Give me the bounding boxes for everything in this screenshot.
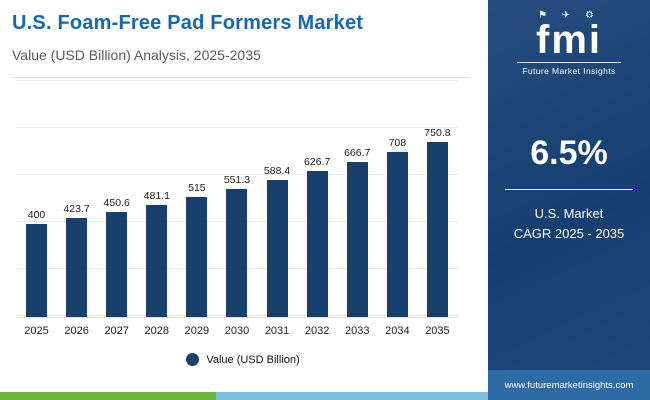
- bar-column: 551.3: [220, 174, 253, 317]
- x-axis-label: 2030: [224, 325, 250, 337]
- bar-value-label: 400: [27, 209, 46, 221]
- bar-column: 708: [381, 137, 414, 317]
- bar-value-label: 551.3: [223, 174, 251, 186]
- bar-column: 750.8: [421, 127, 454, 317]
- x-axis-label: 2026: [64, 325, 89, 337]
- bar-value-label: 450.6: [103, 197, 130, 209]
- bar-column: 588.4: [261, 165, 294, 317]
- logo-icons: ⚑ ✈ ⚙: [538, 10, 600, 21]
- bar-column: 450.6: [100, 197, 133, 317]
- x-axis-label: 2028: [144, 325, 170, 337]
- bar: [66, 218, 88, 317]
- bar-value-label: 666.7: [344, 147, 371, 159]
- cagr-label-line1: U.S. Market: [534, 206, 604, 221]
- legend-label: Value (USD Billion): [206, 353, 300, 366]
- bar: [306, 171, 328, 317]
- x-axis-label: 2032: [304, 325, 330, 337]
- bar-value-label: 423.7: [63, 203, 90, 215]
- chart-subtitle: Value (USD Billion) Analysis, 2025-2035: [12, 47, 261, 63]
- x-axis: 2025 2026 2027 2028 2029 2030 2031 2032 2033 2034…: [16, 325, 458, 337]
- bar: [346, 162, 368, 317]
- bar: [266, 180, 288, 317]
- bar-value-label: 515: [188, 182, 206, 194]
- page-title: U.S. Foam-Free Pad Formers Market: [12, 12, 364, 34]
- logo-rule: [517, 62, 621, 63]
- website-link[interactable]: www.futuremarketinsights.com: [504, 379, 634, 391]
- bar-column: 481.1: [140, 190, 173, 317]
- logo-wordmark: fmi: [536, 18, 602, 62]
- bar-value-label: 708: [388, 137, 407, 149]
- bar-chart: 400 423.7 450.6 481.1 515 551.3 588.4 626.7 666.…: [16, 80, 458, 337]
- bar-value-label: 481.1: [143, 190, 170, 202]
- bar: [106, 212, 128, 317]
- x-axis-label: 2035: [425, 325, 450, 337]
- fmi-logo: ⚑ ✈ ⚙ fmi Future Market Insights: [517, 10, 621, 76]
- x-axis-label: 2033: [345, 325, 370, 337]
- x-axis-label: 2027: [104, 325, 129, 337]
- legend-marker-icon: [186, 353, 200, 366]
- cagr-label-line2: CAGR 2025 - 2035: [513, 226, 625, 242]
- bar-column: 666.7: [341, 147, 374, 317]
- x-axis-label: 2034: [385, 325, 410, 337]
- bar-value-label: 750.8: [424, 127, 451, 139]
- x-axis-label: 2025: [24, 325, 49, 337]
- lightblue-strip: [216, 392, 488, 400]
- bar: [386, 152, 408, 317]
- chart-legend: Value (USD Billion): [12, 353, 474, 366]
- bar: [186, 197, 208, 317]
- cagr-value: 6.5%: [530, 134, 608, 172]
- bar-column: 400: [20, 209, 53, 317]
- bar-value-label: 588.4: [263, 165, 291, 177]
- bar: [226, 189, 248, 317]
- bar-column: 423.7: [60, 203, 93, 317]
- divider: [12, 77, 470, 78]
- bar: [426, 142, 448, 317]
- bar: [146, 205, 168, 317]
- bar-column: 515: [180, 182, 213, 317]
- website-bar: www.futuremarketinsights.com: [488, 370, 650, 400]
- panel-divider: [505, 189, 633, 190]
- bottom-color-strips: [0, 392, 488, 400]
- plot-area: 400 423.7 450.6 481.1 515 551.3 588.4 626.7 666.…: [16, 80, 458, 318]
- bar-column: 626.7: [301, 156, 334, 317]
- x-axis-label: 2031: [264, 325, 290, 337]
- side-panel: ⚑ ✈ ⚙ fmi Future Market Insights 6.5% U.…: [488, 0, 650, 400]
- green-strip: [0, 392, 216, 400]
- x-axis-label: 2029: [184, 325, 210, 337]
- chart-section: U.S. Foam-Free Pad Formers Market Value …: [0, 12, 488, 400]
- bar-value-label: 626.7: [304, 156, 331, 168]
- bar: [26, 224, 47, 317]
- cagr-label: U.S. Market CAGR 2025 - 2035: [514, 204, 625, 244]
- logo-tagline: Future Market Insights: [522, 66, 616, 76]
